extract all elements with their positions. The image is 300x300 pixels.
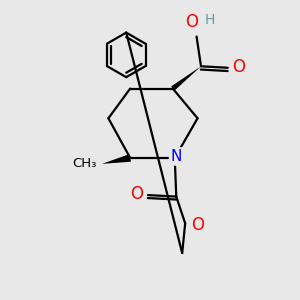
Text: O: O — [186, 13, 199, 31]
Text: O: O — [232, 58, 245, 76]
Text: N: N — [171, 149, 182, 164]
Text: CH₃: CH₃ — [72, 158, 97, 170]
Polygon shape — [171, 66, 201, 91]
Polygon shape — [102, 154, 131, 164]
Text: O: O — [191, 216, 204, 234]
Text: H: H — [205, 13, 215, 27]
Text: O: O — [130, 185, 143, 203]
